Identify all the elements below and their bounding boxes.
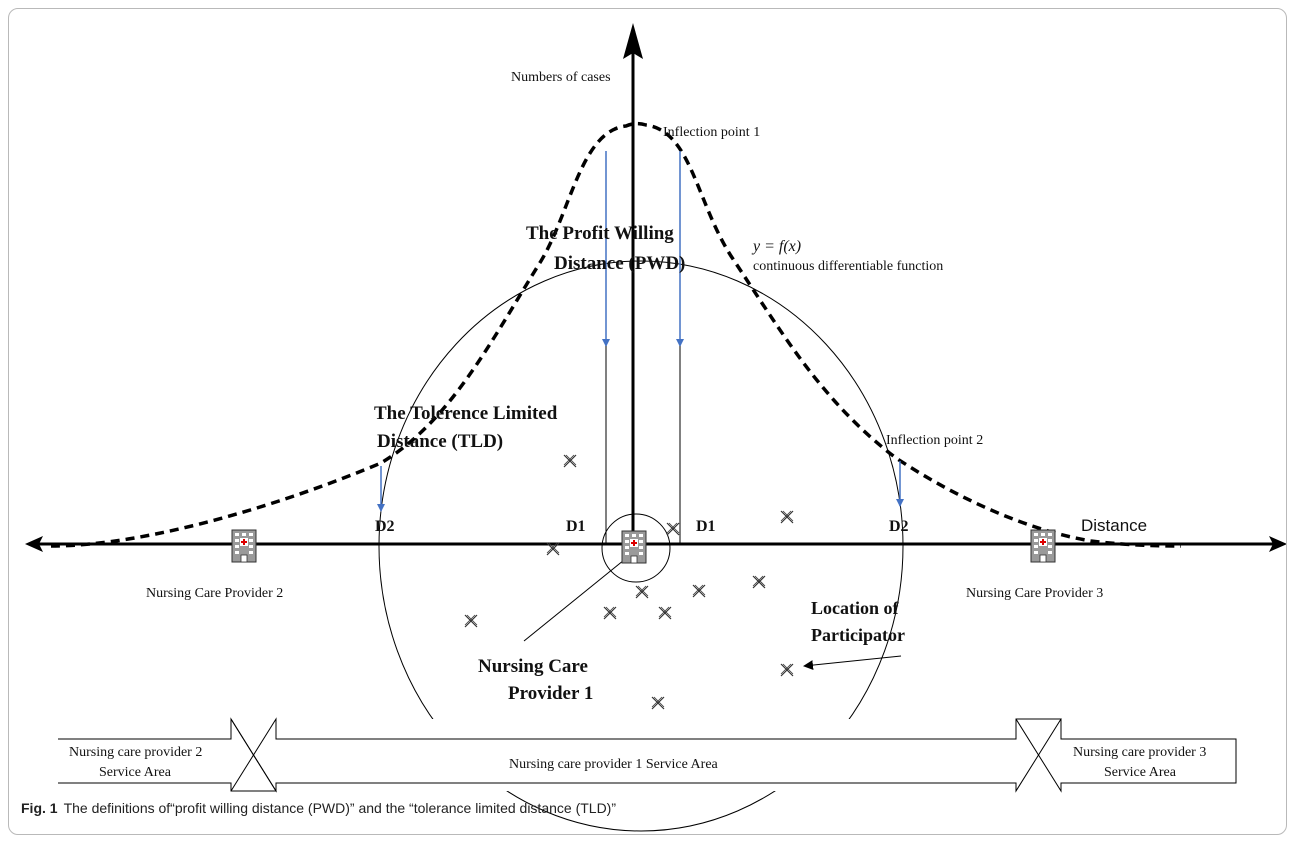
participant-marker-icon	[635, 585, 649, 599]
provider-3-label: Nursing Care Provider 3	[966, 586, 1103, 601]
service-area-3-line1: Nursing care provider 3	[1073, 745, 1206, 760]
participant-pointer	[803, 655, 902, 671]
participant-marker-icon	[464, 614, 478, 628]
service-area-1-arrow	[231, 719, 1061, 791]
bell-curve	[50, 121, 1182, 548]
service-area-2-line1: Nursing care provider 2	[69, 745, 202, 760]
participant-location-line1: Location of	[811, 598, 900, 618]
diagram: Numbers of cases Inflection point 1 The …	[25, 23, 1286, 832]
d1-left-label: D1	[566, 518, 586, 535]
participant-markers	[464, 454, 794, 750]
function-description: continuous differentiable function	[753, 259, 943, 274]
d2-left-label: D2	[375, 518, 395, 535]
x-axis-label: Distance	[1081, 516, 1147, 535]
provider-1-pointer	[523, 555, 630, 642]
service-area-1-label: Nursing care provider 1 Service Area	[509, 757, 719, 772]
figure-frame: Numbers of cases Inflection point 1 The …	[8, 8, 1287, 835]
inner-circle	[601, 513, 671, 583]
provider-1-building-icon	[621, 530, 647, 564]
pwd-label-line2: Distance (PWD)	[554, 253, 685, 274]
inflection-point-1-label: Inflection point 1	[663, 125, 760, 140]
participant-marker-icon	[666, 522, 680, 536]
participant-marker-icon	[752, 575, 766, 589]
figure-caption-text: The definitions of“profit willing distan…	[63, 800, 617, 816]
participant-marker-icon	[603, 606, 617, 620]
participant-marker-icon	[658, 606, 672, 620]
figure-caption: Fig. 1 The definitions of“profit willing …	[21, 800, 1271, 816]
distance-axis-right-arrow	[1269, 536, 1286, 552]
distance-axis-left-arrow	[25, 536, 43, 552]
provider-2-label: Nursing Care Provider 2	[146, 586, 283, 601]
inflection-point-2-label: Inflection point 2	[886, 433, 983, 448]
service-area-band: Nursing care provider 2 Service Area Nur…	[58, 717, 1237, 793]
pwd-label-line1: The Profit Willing	[526, 223, 674, 244]
participant-marker-icon	[563, 454, 577, 468]
figure-label: Fig. 1	[21, 800, 58, 816]
participant-marker-icon	[692, 584, 706, 598]
participant-marker-icon	[651, 696, 665, 710]
provider-1-label-line1: Nursing Care	[478, 656, 588, 677]
cases-axis-arrow	[623, 23, 643, 59]
d2-right-label: D2	[889, 518, 909, 535]
provider-1-label-line2: Provider 1	[508, 683, 593, 704]
provider-2-building-icon	[231, 529, 257, 563]
provider-3-building-icon	[1030, 529, 1056, 563]
participant-marker-icon	[780, 510, 794, 524]
d1-right-label: D1	[696, 518, 716, 535]
function-equation: y = f(x)	[751, 238, 801, 255]
service-area-3-shape	[1015, 718, 1237, 793]
y-axis-label: Numbers of cases	[511, 70, 611, 85]
service-area-3-line2: Service Area	[1104, 765, 1177, 780]
participant-location-line2: Participator	[811, 625, 905, 645]
participant-marker-icon	[780, 663, 794, 677]
service-circle	[378, 260, 904, 832]
service-area-2-line2: Service Area	[99, 765, 172, 780]
tld-label-line1: The Tolerence Limited	[374, 403, 558, 424]
tld-label-line2: Distance (TLD)	[377, 431, 503, 452]
